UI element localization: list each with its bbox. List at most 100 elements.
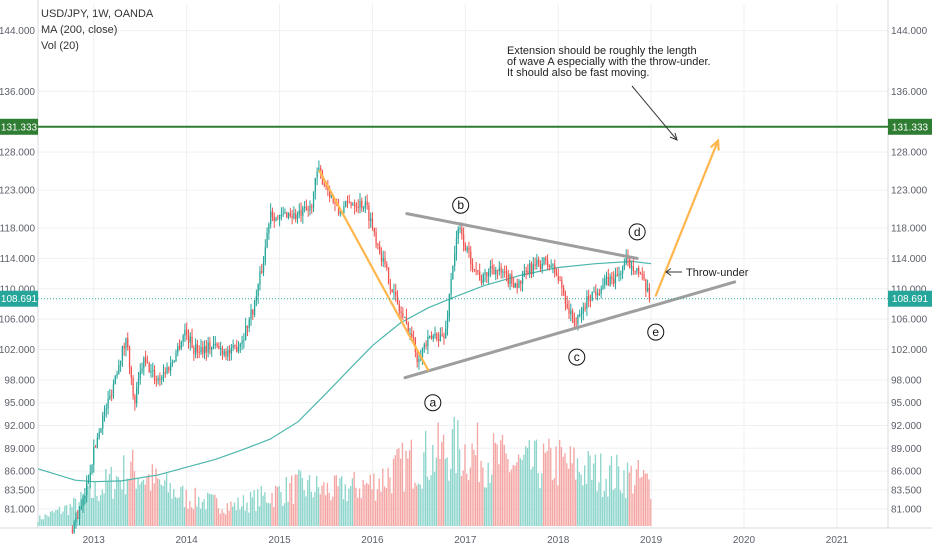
wave-a-projection-line[interactable] [318,169,430,372]
candle-body [557,276,559,281]
volume-bar [291,475,293,526]
candle-body [325,184,327,187]
wave-label-b[interactable]: b [452,196,470,214]
candle-body [568,307,570,314]
candle-body [196,344,199,353]
wave-label-c[interactable]: c [568,348,586,366]
candle-body [532,264,534,274]
volume-bar [589,455,591,526]
volume-bar [399,458,402,526]
volume-bar [126,478,128,526]
volume-bar [246,502,248,526]
throw-under-label[interactable]: Throw-under [686,267,749,279]
candle-body [479,271,481,281]
candle-body [605,276,608,279]
volume-bar [303,490,305,526]
volume-bar [112,498,114,526]
symbol-label[interactable]: USD/JPY, 1W, OANDA [41,8,154,20]
volume-bar [387,467,389,526]
candle-body [116,373,118,376]
candle-body [555,273,558,277]
volume-bar [235,510,237,526]
candle-body [280,214,283,216]
candle-body [537,259,540,265]
candle-body [75,517,77,522]
candle-body [393,291,395,293]
candle-body [186,329,188,335]
volume-bar [533,440,536,526]
volume-bar [626,462,629,526]
candle-body [259,271,261,285]
volume-bar [146,476,148,526]
candle-body [634,270,636,272]
candle-body [362,207,365,209]
candle-body [239,343,241,347]
candle-body [311,206,313,208]
volume-indicator-label[interactable]: Vol (20) [41,40,79,52]
volume-bar [37,522,39,526]
volume-bar [207,492,209,526]
candle-body [150,370,152,373]
candle-body [318,168,320,172]
volume-bar [49,511,52,526]
volume-bar [248,512,250,526]
volume-bar [432,444,434,526]
volume-bar [469,467,471,526]
candle-body [382,257,384,262]
extension-projection-arrow[interactable] [654,139,720,297]
volume-bar [641,476,643,526]
candle-body [500,267,502,273]
candle-body [459,228,461,230]
candle-body [443,335,445,339]
candle-body [589,300,592,302]
ma-indicator-label[interactable]: MA (200, close) [41,24,118,36]
candle-body [227,350,229,357]
volume-bar [530,469,532,526]
candle-body [194,344,197,354]
candle-body [352,203,354,206]
candle-body [337,204,340,214]
candle-body [119,360,122,365]
candle-body [252,309,254,315]
candle-body [237,346,240,352]
volume-bar [299,471,302,526]
volume-bar [501,434,504,526]
volume-bar [392,458,395,526]
candle-body [143,357,145,369]
candle-body [512,283,515,288]
extension-note[interactable]: Extension should be roughly the lengthof… [507,45,711,79]
wave-label-e[interactable]: e [647,323,665,341]
volume-bar [342,499,345,526]
candle-body [495,269,497,275]
volume-bar [491,474,493,526]
volume-bar [583,465,586,526]
wave-label-d[interactable]: d [628,223,646,241]
volume-bar [185,489,187,526]
volume-bar [558,439,561,526]
volume-bar [498,464,500,526]
candle-body [245,325,247,341]
y-tick-label-right: 144.000 [891,26,928,37]
wave-label-a[interactable]: a [424,394,442,412]
candle-body [530,263,533,274]
candle-body [243,340,245,342]
volume-bar [634,485,636,526]
volume-bar [603,491,605,526]
candle-body [189,336,191,343]
volume-bar [173,488,175,526]
volume-bar [414,482,416,526]
candle-body [613,278,615,284]
candle-body [350,202,352,206]
volume-bar [617,466,620,526]
y-tick-label-right: 81.000 [891,505,922,516]
candle-body [620,273,622,275]
candle-body [396,295,399,305]
lower-trend-line[interactable] [403,280,737,380]
upper-trend-line[interactable] [405,212,639,260]
volume-bar [162,485,164,526]
volume-bar [592,463,595,526]
volume-bar [382,468,384,526]
y-tick-label-left: 98.000 [4,375,35,386]
wave-label-text: a [429,396,436,410]
